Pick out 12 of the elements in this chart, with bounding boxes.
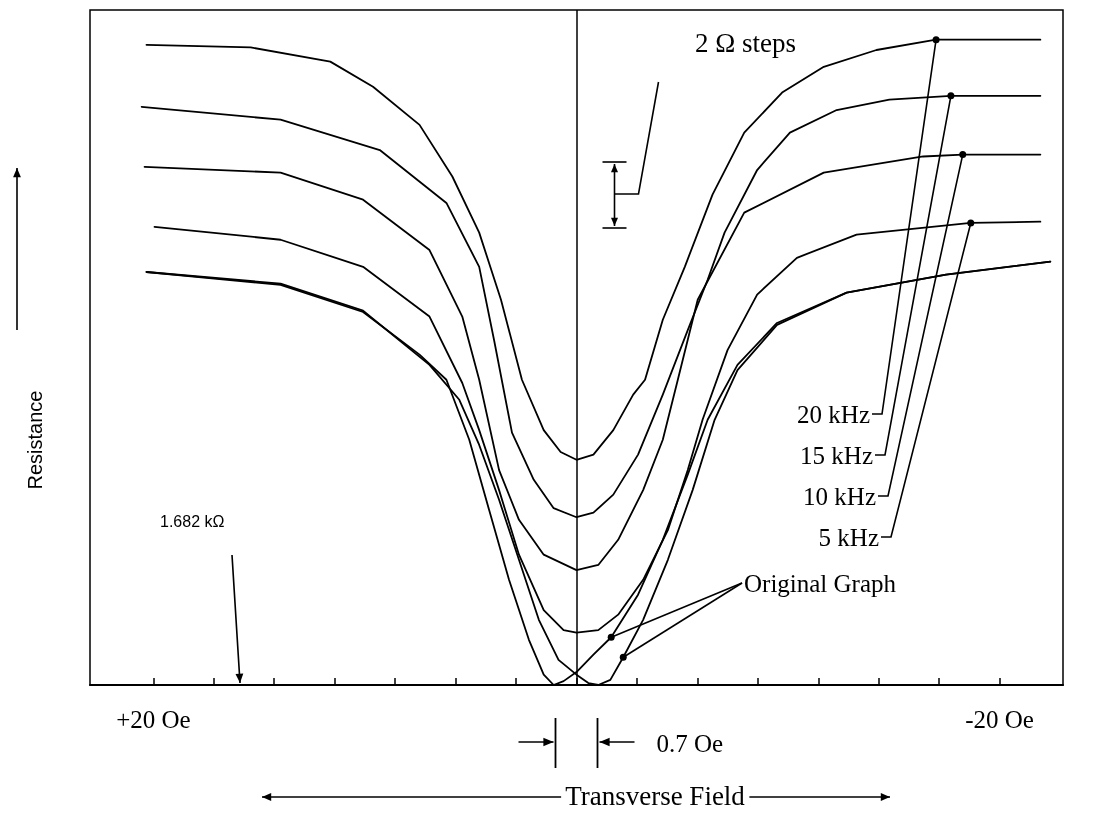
text: 0.7 Oe <box>656 730 724 757</box>
text: 15 kHz <box>800 442 873 469</box>
text: 10 kHz <box>803 483 876 510</box>
text: Original Graph <box>744 570 897 597</box>
annotation: 2 Ω steps <box>695 28 797 58</box>
x-axis-title: Transverse Field <box>565 781 746 811</box>
text: 20 kHz <box>797 401 870 428</box>
text: 5 kHz <box>818 524 879 551</box>
x-tick-label: -20 Oe <box>965 706 1034 733</box>
annotation: 1.682 kΩ <box>160 513 225 530</box>
x-tick-label: +20 Oe <box>116 706 191 733</box>
y-axis-title: Resistance <box>24 390 46 490</box>
